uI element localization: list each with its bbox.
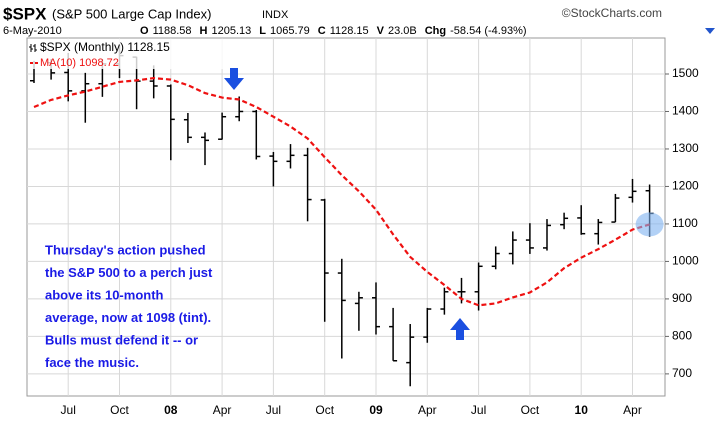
x-tick-label: Oct <box>110 403 129 417</box>
y-tick-label: 800 <box>672 329 692 343</box>
annotation-line: above its 10-month <box>45 287 164 302</box>
x-tick-label: Apr <box>213 403 232 417</box>
exchange: INDX <box>262 9 289 21</box>
y-tick-label: 1200 <box>672 179 699 193</box>
x-tick-label: Jul <box>471 403 486 417</box>
source: ©StockCharts.com <box>562 6 662 20</box>
menu-arrow[interactable] <box>705 28 715 34</box>
x-tick-label: Oct <box>521 403 540 417</box>
x-tick-label: 08 <box>164 403 178 417</box>
down-arrow <box>224 68 244 90</box>
y-tick-label: 1500 <box>672 66 699 80</box>
annotation: Thursday's action pushed the S&P 500 to a… <box>45 242 213 370</box>
y-tick-label: 1100 <box>672 216 698 230</box>
plot-area <box>26 37 669 397</box>
quote-label: Chg <box>425 25 446 37</box>
quote-label: C <box>318 25 326 37</box>
x-tick-label: Jul <box>61 403 76 417</box>
date: 6-May-2010 <box>3 25 62 37</box>
quote-label: O <box>140 25 149 37</box>
quote-label: L <box>259 25 266 37</box>
quote-label: H <box>200 25 208 37</box>
y-tick-label: 1400 <box>672 104 699 118</box>
up-arrow <box>450 318 470 340</box>
annotation-line: face the music. <box>45 355 139 370</box>
index-name: (S&P 500 Large Cap Index) <box>52 6 211 21</box>
x-tick-label: Apr <box>623 403 642 417</box>
y-tick-label: 700 <box>672 366 692 380</box>
x-tick-label: Apr <box>418 403 437 417</box>
quote-value: 1205.13 <box>211 25 251 37</box>
quote-value: 1065.79 <box>270 25 310 37</box>
highlight <box>635 212 664 237</box>
y-tick-label: 900 <box>672 291 692 305</box>
legend-label: MA(10) 1098.72 <box>40 57 119 69</box>
annotation-line: average, now at 1098 (tint). <box>45 310 211 325</box>
x-tick-label: 10 <box>575 403 589 417</box>
x-tick-label: Jul <box>266 403 281 417</box>
quote-value: -58.54 <box>450 25 481 37</box>
x-tick-label: 09 <box>369 403 383 417</box>
symbol: $SPX <box>3 4 47 23</box>
quote-pct: (-4.93%) <box>484 25 526 37</box>
y-tick-label: 1000 <box>672 254 699 268</box>
annotation-line: Thursday's action pushed <box>45 242 206 257</box>
legend-bg <box>28 39 228 69</box>
quote-label: V <box>377 25 385 37</box>
quote: O 1188.58 H 1205.13 L 1065.79 C 1128.15 V 23.0B Ch… <box>140 25 527 37</box>
annotation-line: Bulls must defend it -- or <box>45 332 198 347</box>
quote-value: 1128.15 <box>330 25 369 37</box>
annotation-line: the S&P 500 to a perch just <box>45 265 213 280</box>
moving-average <box>33 76 650 307</box>
y-tick-label: 1300 <box>672 141 699 155</box>
legend-icon <box>29 44 37 52</box>
quote-value: 1188.58 <box>153 25 192 37</box>
quote-value: 23.0B <box>388 25 417 37</box>
legend-label: $SPX (Monthly) 1128.15 <box>40 40 170 54</box>
x-tick-label: Oct <box>315 403 334 417</box>
